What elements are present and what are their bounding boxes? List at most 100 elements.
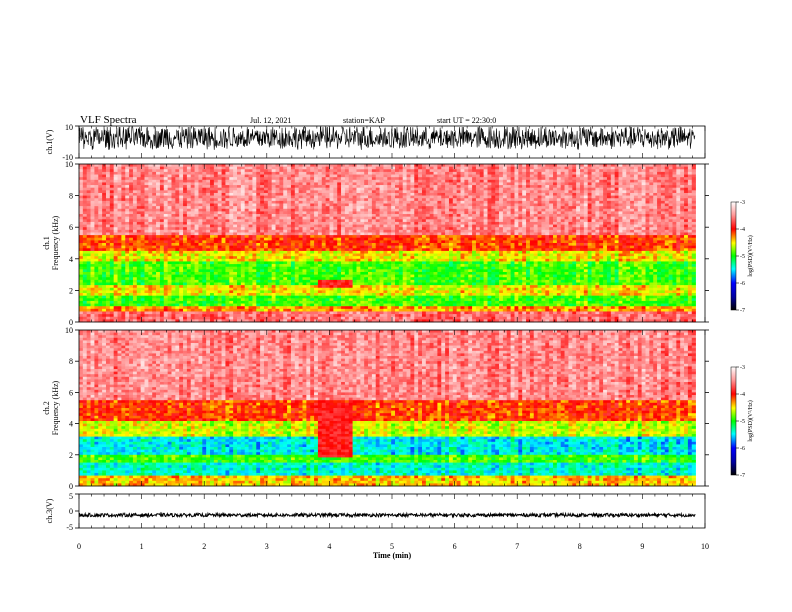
spectrogram-cell [183, 311, 188, 315]
spectrogram-cell [375, 187, 380, 191]
spectrogram-cell [183, 224, 188, 228]
spectrogram-cell [167, 237, 172, 241]
spectrogram-cell [113, 211, 118, 215]
spectrogram-cell [229, 240, 234, 244]
spectrogram-cell [229, 235, 234, 239]
spectrogram-cell [198, 250, 203, 254]
spectrogram-cell [368, 164, 373, 167]
spectrogram-cell [314, 221, 319, 225]
spectrogram-cell [159, 195, 165, 199]
spectrogram-cell [341, 314, 346, 318]
spectrogram-cell [240, 295, 246, 299]
spectrogram-cell [202, 290, 207, 294]
spectrogram-cell [167, 245, 172, 249]
spectrogram-cell [256, 232, 261, 236]
spectrogram-cell [86, 179, 91, 183]
spectrogram-cell [275, 229, 280, 233]
spectrogram-cell [233, 282, 238, 286]
spectrogram-cell [244, 258, 249, 262]
spectrogram-cell [198, 258, 203, 262]
spectrogram-cell [221, 306, 226, 310]
spectrogram-cell [117, 319, 122, 323]
spectrogram-cell [329, 287, 334, 291]
spectrogram-cell [283, 266, 288, 270]
spectrogram-cell [375, 192, 380, 196]
spectrogram-cell [90, 237, 95, 241]
spectrogram-cell [132, 227, 138, 231]
spectrogram-cell [371, 264, 377, 267]
spectrogram-cell [244, 300, 249, 304]
spectrogram-cell [329, 266, 334, 270]
spectrogram-cell [395, 248, 400, 252]
spectrogram-cell [395, 279, 400, 283]
spectrogram-cell [244, 190, 249, 194]
spectrogram-cell [306, 237, 311, 241]
spectrogram-cell [244, 224, 249, 228]
spectrogram-cell [325, 306, 330, 310]
spectrogram-cell [136, 245, 141, 249]
spectrogram-cell [279, 174, 284, 178]
spectrogram-cell [244, 174, 249, 178]
spectrogram-cell [279, 311, 284, 315]
spectrogram-cell [98, 182, 103, 186]
spectrogram-cell [263, 266, 269, 270]
spectrogram-cell [152, 211, 157, 215]
spectrogram-cell [190, 224, 195, 228]
spectrogram-cell [337, 269, 342, 273]
spectrogram-cell [329, 306, 334, 310]
spectrogram-cell [244, 195, 249, 199]
spectrogram-cell [325, 219, 330, 223]
spectrogram-cell [186, 248, 192, 252]
spectrogram-cell [329, 282, 334, 286]
spectrogram-cell [140, 192, 145, 196]
spectrogram-cell [82, 250, 87, 254]
spectrogram-cell [225, 253, 230, 257]
spectrogram-cell [252, 235, 257, 239]
spectrogram-cell [341, 211, 346, 215]
spectrogram-cell [310, 311, 315, 315]
spectrogram-cell [121, 185, 126, 188]
spectrogram-cell [144, 192, 149, 196]
spectrogram-cell [360, 295, 365, 299]
spectrogram-cell [287, 221, 292, 225]
spectrogram-cell [368, 179, 373, 183]
spectrogram-cell [352, 208, 357, 212]
spectrogram-cell [117, 166, 122, 170]
spectrogram-cell [271, 182, 276, 186]
spectrogram-cell [163, 224, 168, 228]
spectrogram-cell [383, 266, 388, 270]
spectrogram-cell [290, 266, 296, 270]
spectrogram-cell [294, 243, 299, 246]
spectrogram-cell [113, 179, 118, 183]
spectrogram-cell [229, 261, 234, 265]
spectrogram-cell [252, 190, 257, 194]
spectrogram-cell [175, 237, 180, 241]
spectrogram-cell [221, 287, 226, 291]
spectrogram-cell [129, 232, 134, 236]
spectrogram-cell [213, 214, 219, 217]
spectrogram-cell [263, 203, 269, 207]
spectrogram-cell [329, 192, 334, 196]
spectrogram-cell [221, 277, 226, 281]
spectrogram-cell [344, 235, 350, 239]
spectrogram-cell [271, 232, 276, 236]
spectrogram-cell [179, 206, 184, 210]
spectrogram-cell [221, 182, 226, 186]
spectrogram-cell [317, 290, 323, 294]
spectrogram-cell [98, 285, 103, 289]
spectrogram-cell [337, 314, 342, 318]
spectrogram-cell [86, 274, 91, 278]
spectrogram-cell [82, 219, 87, 223]
spectrogram-cell [194, 190, 199, 194]
spectrogram-cell [129, 298, 134, 302]
spectrogram-cell [344, 221, 350, 225]
spectrogram-cell [136, 274, 141, 278]
spectrogram-cell [395, 285, 400, 289]
spectrogram-cell [221, 258, 226, 262]
spectrogram-cell [395, 164, 400, 167]
spectrogram-cell [217, 258, 222, 262]
spectrogram-cell [190, 290, 195, 294]
spectrogram-cell [271, 221, 276, 225]
spectrogram-cell [371, 279, 377, 283]
spectrogram-cell [368, 221, 373, 225]
